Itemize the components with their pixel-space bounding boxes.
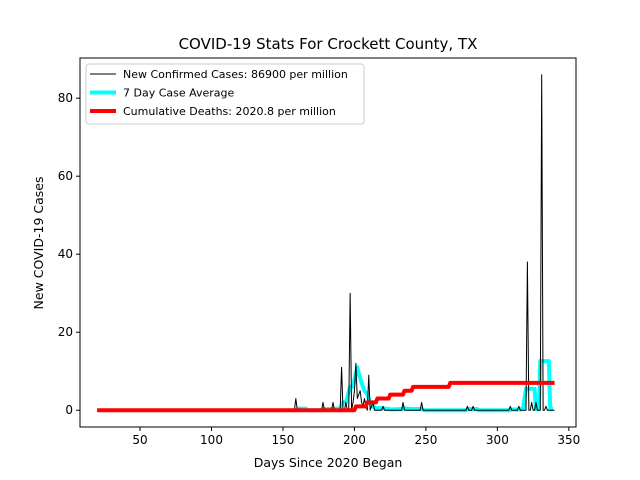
legend-box [85, 63, 365, 125]
x-tick-label: 250 [414, 433, 437, 447]
chart-title: COVID-19 Stats For Crockett County, TX [179, 35, 478, 53]
series-line-3 [97, 380, 555, 413]
y-tick-label: 20 [58, 325, 73, 339]
x-tick-label: 150 [272, 433, 295, 447]
series-line-2 [297, 359, 554, 413]
y-axis-title: New COVID-19 Cases [31, 177, 46, 310]
plot-area [97, 74, 555, 413]
y-axis: 0 20 40 60 80 [58, 91, 80, 417]
legend-label: Cumulative Deaths: 2020.8 per million [123, 105, 336, 118]
legend-label: 7 Day Case Average [123, 87, 235, 100]
legend-label: New Confirmed Cases: 86900 per million [123, 68, 348, 81]
legend: New Confirmed Cases: 86900 per million 7 … [85, 63, 365, 125]
x-tick-label: 50 [132, 433, 147, 447]
x-axis-title: Days Since 2020 Began [254, 455, 403, 470]
x-tick-label: 300 [486, 433, 509, 447]
y-tick-label: 40 [58, 247, 73, 261]
y-tick-label: 60 [58, 169, 73, 183]
x-tick-label: 100 [200, 433, 223, 447]
x-axis: 50 100 150 200 250 300 350 [132, 427, 580, 447]
y-tick-label: 80 [58, 91, 73, 105]
x-tick-label: 200 [343, 433, 366, 447]
y-tick-label: 0 [65, 403, 73, 417]
x-tick-label: 350 [557, 433, 580, 447]
plot-frame [79, 57, 577, 428]
series-line-1 [97, 74, 555, 411]
